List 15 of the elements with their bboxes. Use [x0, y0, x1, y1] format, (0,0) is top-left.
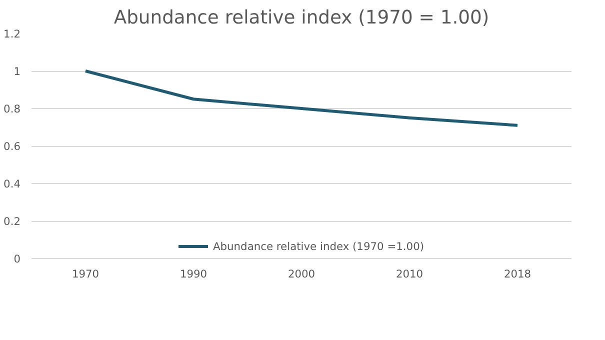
- line-series: [84, 70, 519, 127]
- x-tick-label: 2010: [396, 268, 424, 280]
- y-tick-label: 0: [14, 252, 21, 266]
- x-tick-label: 1990: [180, 268, 208, 280]
- x-tick-label: 2018: [504, 268, 532, 280]
- y-tick-label: 0.4: [4, 178, 21, 190]
- chart-title: Abundance relative index (1970 = 1.00): [114, 8, 490, 28]
- x-tick-label: 1970: [72, 268, 100, 280]
- y-tick-label: 0.8: [4, 102, 21, 116]
- y-tick-label: 1.2: [4, 28, 21, 40]
- legend-label: Abundance relative index (1970 =1.00): [212, 240, 424, 252]
- x-tick-label: 2000: [288, 268, 316, 280]
- y-tick-label: 1: [14, 65, 20, 78]
- y-tick-label: 0.6: [4, 140, 21, 153]
- y-tick-label: 0.2: [4, 215, 21, 228]
